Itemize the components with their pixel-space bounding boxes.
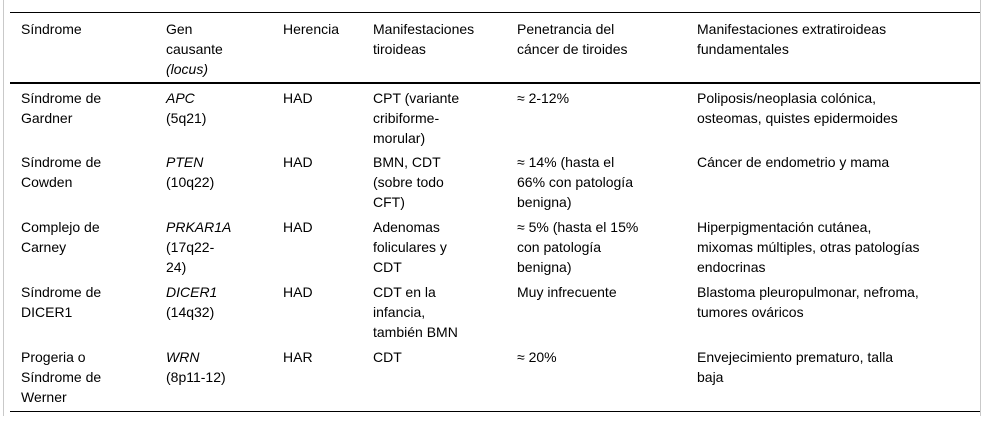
cell-penetrance: ≈ 14% (hasta el 66% con patología benign… — [517, 148, 697, 213]
inheritance-value: HAD — [283, 153, 313, 170]
thyroid-value: CPT (variante cribiforme- morular) — [373, 89, 460, 146]
syndrome-name: Síndrome de Cowden — [21, 153, 102, 190]
table-row-cowden: Síndrome de Cowden PTEN (10q22) HAD BMN,… — [10, 148, 980, 213]
extrathyroid-value: Blastoma pleuropulmonar, nefroma, tumore… — [697, 283, 919, 320]
cell-syndrome: Síndrome de Cowden — [10, 148, 166, 213]
thyroid-value: CDT — [373, 348, 402, 365]
cell-syndrome: Progeria o Síndrome de Werner — [10, 343, 166, 412]
cell-syndrome: Complejo de Carney — [10, 213, 166, 278]
gene-symbol: PRKAR1A — [166, 218, 232, 235]
cell-inheritance: HAD — [283, 148, 373, 213]
syndrome-name: Síndrome de Gardner — [21, 89, 102, 126]
extrathyroid-value: Hiperpigmentación cutánea, mixomas múlti… — [697, 218, 920, 275]
thyroid-value: Adenomas foliculares y CDT — [373, 218, 447, 275]
gene-locus: (10q22) — [166, 173, 215, 190]
hereditary-syndromes-table: Síndrome Gen causante (locus) Herencia M… — [10, 12, 980, 412]
penetrance-value: ≈ 14% (hasta el 66% con patología benign… — [517, 153, 633, 210]
cell-thyroid: CPT (variante cribiforme- morular) — [373, 83, 517, 148]
syndrome-name: Síndrome de DICER1 — [21, 283, 102, 320]
cell-thyroid: Adenomas foliculares y CDT — [373, 213, 517, 278]
cell-gene: DICER1 (14q32) — [166, 278, 283, 343]
header-extrathyroid-label: Manifestaciones extratiroideas fundament… — [697, 21, 887, 57]
cell-extrathyroid: Blastoma pleuropulmonar, nefroma, tumore… — [697, 278, 980, 343]
table-row-dicer1: Síndrome de DICER1 DICER1 (14q32) HAD CD… — [10, 278, 980, 343]
inheritance-value: HAR — [283, 348, 313, 365]
extrathyroid-value: Poliposis/neoplasia colónica, osteomas, … — [697, 89, 898, 126]
header-gene-locus-label: (locus) — [166, 61, 209, 77]
cell-extrathyroid: Envejecimiento prematuro, talla baja — [697, 343, 980, 412]
thyroid-value: CDT en la infancia, también BMN — [373, 283, 458, 340]
cell-penetrance: ≈ 5% (hasta el 15% con patología benigna… — [517, 213, 697, 278]
gene-locus: (17q22- 24) — [166, 238, 215, 275]
cell-extrathyroid: Poliposis/neoplasia colónica, osteomas, … — [697, 83, 980, 148]
syndrome-name: Complejo de Carney — [21, 218, 100, 255]
header-inheritance: Herencia — [283, 12, 373, 84]
cell-gene: PRKAR1A (17q22- 24) — [166, 213, 283, 278]
header-thyroid-label: Manifestaciones tiroideas — [373, 21, 475, 57]
gene-locus: (8p11-12) — [166, 368, 226, 385]
cell-thyroid: CDT en la infancia, también BMN — [373, 278, 517, 343]
cell-thyroid: CDT — [373, 343, 517, 412]
cell-extrathyroid: Hiperpigmentación cutánea, mixomas múlti… — [697, 213, 980, 278]
penetrance-value: Muy infrecuente — [517, 283, 617, 300]
table-header: Síndrome Gen causante (locus) Herencia M… — [10, 12, 980, 84]
table-frame-line-left — [3, 0, 4, 416]
cell-inheritance: HAD — [283, 278, 373, 343]
table-frame-line-right — [980, 0, 981, 416]
gene-locus: (5q21) — [166, 109, 207, 126]
extrathyroid-value: Cáncer de endometrio y mama — [697, 153, 890, 170]
table-row-gardner: Síndrome de Gardner APC (5q21) HAD CPT (… — [10, 83, 980, 148]
gene-symbol: WRN — [166, 348, 200, 365]
header-extrathyroid-manifestations: Manifestaciones extratiroideas fundament… — [697, 12, 980, 84]
table-row-carney: Complejo de Carney PRKAR1A (17q22- 24) H… — [10, 213, 980, 278]
header-syndrome-label: Síndrome — [21, 21, 82, 37]
cell-gene: PTEN (10q22) — [166, 148, 283, 213]
penetrance-value: ≈ 20% — [517, 348, 557, 365]
inheritance-value: HAD — [283, 218, 313, 235]
cell-gene: APC (5q21) — [166, 83, 283, 148]
table-body: Síndrome de Gardner APC (5q21) HAD CPT (… — [10, 83, 980, 412]
inheritance-value: HAD — [283, 283, 313, 300]
header-thyroid-manifestations: Manifestaciones tiroideas — [373, 12, 517, 84]
header-gene-label: Gen causante — [166, 21, 223, 57]
cell-inheritance: HAD — [283, 213, 373, 278]
gene-symbol: APC — [166, 89, 195, 106]
penetrance-value: ≈ 5% (hasta el 15% con patología benigna… — [517, 218, 639, 275]
header-inheritance-label: Herencia — [283, 21, 340, 37]
header-gene: Gen causante (locus) — [166, 12, 283, 84]
gene-symbol: PTEN — [166, 153, 204, 170]
cell-extrathyroid: Cáncer de endometrio y mama — [697, 148, 980, 213]
syndrome-name: Progeria o Síndrome de Werner — [21, 348, 102, 405]
cell-penetrance: Muy infrecuente — [517, 278, 697, 343]
cell-inheritance: HAD — [283, 83, 373, 148]
cell-penetrance: ≈ 20% — [517, 343, 697, 412]
table-row-werner: Progeria o Síndrome de Werner WRN (8p11-… — [10, 343, 980, 412]
extrathyroid-value: Envejecimiento prematuro, talla baja — [697, 348, 894, 385]
gene-locus: (14q32) — [166, 303, 215, 320]
cell-gene: WRN (8p11-12) — [166, 343, 283, 412]
cell-syndrome: Síndrome de Gardner — [10, 83, 166, 148]
cell-thyroid: BMN, CDT (sobre todo CFT) — [373, 148, 517, 213]
gene-symbol: DICER1 — [166, 283, 218, 300]
header-penetrance: Penetrancia del cáncer de tiroides — [517, 12, 697, 84]
penetrance-value: ≈ 2-12% — [517, 89, 570, 106]
cell-inheritance: HAR — [283, 343, 373, 412]
cell-penetrance: ≈ 2-12% — [517, 83, 697, 148]
thyroid-value: BMN, CDT (sobre todo CFT) — [373, 153, 444, 210]
header-syndrome: Síndrome — [10, 12, 166, 84]
header-penetrance-label: Penetrancia del cáncer de tiroides — [517, 21, 628, 57]
cell-syndrome: Síndrome de DICER1 — [10, 278, 166, 343]
inheritance-value: HAD — [283, 89, 313, 106]
header-row: Síndrome Gen causante (locus) Herencia M… — [10, 12, 980, 84]
